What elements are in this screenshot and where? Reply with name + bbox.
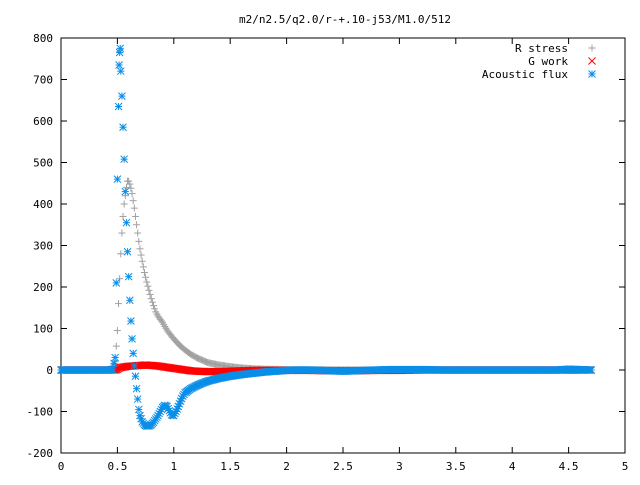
data-point	[141, 269, 148, 276]
plot-frame	[61, 38, 625, 453]
data-point	[116, 61, 123, 68]
x-tick-label: 0.5	[107, 460, 127, 473]
y-tick-label: 700	[33, 74, 53, 87]
data-point	[121, 156, 128, 163]
y-tick-label: 800	[33, 32, 53, 45]
x-tick-label: 2	[283, 460, 290, 473]
data-point	[121, 201, 128, 208]
data-point	[140, 263, 147, 270]
data-point	[120, 213, 127, 220]
data-point	[142, 274, 149, 281]
data-point	[134, 396, 141, 403]
x-tick-label: 5	[622, 460, 629, 473]
x-tick-label: 1.5	[220, 460, 240, 473]
data-point	[118, 93, 125, 100]
legend-marker	[589, 58, 596, 65]
data-point	[123, 219, 130, 226]
data-point	[148, 295, 155, 302]
data-point	[131, 362, 138, 369]
data-point	[143, 279, 150, 286]
data-point	[138, 252, 145, 259]
data-point	[122, 188, 129, 195]
y-tick-label: 500	[33, 157, 53, 170]
legend-marker	[589, 45, 596, 52]
data-point	[132, 373, 139, 380]
data-point	[135, 406, 142, 413]
legend-marker	[589, 71, 596, 78]
data-point	[114, 176, 121, 183]
data-point	[130, 197, 137, 204]
data-point	[112, 354, 119, 361]
data-point	[133, 221, 140, 228]
data-point	[113, 343, 120, 350]
series-r-stress	[58, 178, 595, 374]
data-point	[588, 367, 595, 374]
data-point	[145, 287, 152, 294]
legend-label: R stress	[515, 42, 568, 55]
data-point	[124, 248, 131, 255]
x-tick-labels: 0 0.5 1 1.5 2 2.5 3 3.5 4 4.5 5	[58, 460, 629, 473]
y-tick-labels: -200 -100 0 100 200 300 400 500 600 700 800	[27, 32, 54, 460]
y-tick-label: 200	[33, 281, 53, 294]
x-tick-label: 1	[170, 460, 177, 473]
axis-ticks	[61, 38, 625, 453]
data-point	[117, 68, 124, 75]
x-tick-label: 3	[396, 460, 403, 473]
data-point	[136, 245, 143, 252]
x-tick-label: 3.5	[446, 460, 466, 473]
data-point	[116, 275, 123, 282]
series-acoustic-flux	[58, 45, 595, 430]
data-point	[127, 318, 134, 325]
data-point	[135, 238, 142, 245]
data-point	[149, 299, 156, 306]
data-point	[117, 250, 124, 257]
data-point	[134, 230, 141, 237]
x-tick-label: 4.5	[559, 460, 579, 473]
data-point	[113, 279, 120, 286]
data-point	[129, 335, 136, 342]
series-layer	[58, 45, 595, 430]
data-point	[115, 103, 122, 110]
y-tick-label: 0	[46, 364, 53, 377]
data-point	[125, 273, 132, 280]
data-point	[150, 302, 157, 309]
y-tick-label: 100	[33, 323, 53, 336]
data-point	[139, 258, 146, 265]
y-tick-label: 600	[33, 115, 53, 128]
data-point	[129, 190, 136, 197]
chart-title: m2/n2.5/q2.0/r-+.10-j53/M1.0/512	[239, 13, 451, 26]
data-point	[115, 300, 122, 307]
data-point	[131, 205, 138, 212]
y-tick-label: 400	[33, 198, 53, 211]
legend-label: Acoustic flux	[482, 68, 568, 81]
data-point	[132, 213, 139, 220]
data-point	[133, 385, 140, 392]
data-point	[117, 45, 124, 52]
data-point	[130, 350, 137, 357]
data-point	[120, 124, 127, 131]
x-tick-label: 4	[509, 460, 516, 473]
data-point	[114, 327, 121, 334]
y-tick-label: 300	[33, 240, 53, 253]
legend-label: G work	[528, 55, 568, 68]
x-tick-label: 0	[58, 460, 65, 473]
data-point	[144, 283, 151, 290]
y-tick-label: -200	[27, 447, 54, 460]
x-tick-label: 2.5	[333, 460, 353, 473]
data-point	[147, 291, 154, 298]
y-tick-label: -100	[27, 406, 54, 419]
data-point	[118, 230, 125, 237]
data-point	[126, 297, 133, 304]
